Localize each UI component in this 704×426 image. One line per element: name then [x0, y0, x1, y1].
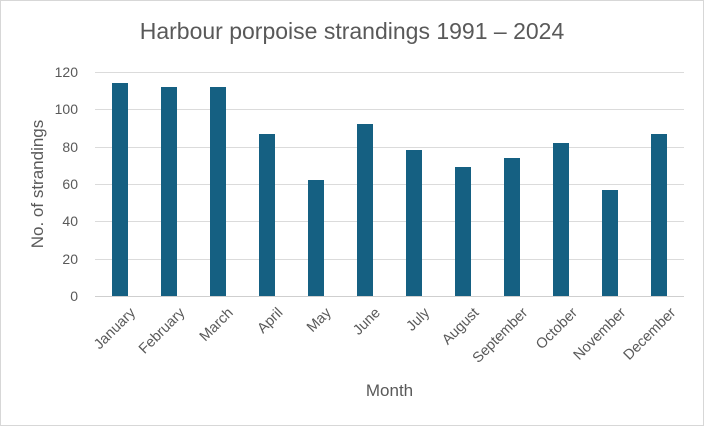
x-tick-label-june: June — [350, 305, 385, 339]
y-tick-label-120: 120 — [54, 64, 78, 80]
y-tick-label-40: 40 — [62, 213, 78, 230]
bar-november — [602, 189, 619, 296]
y-tick-label-20: 20 — [62, 250, 78, 267]
gridline-60 — [95, 184, 684, 185]
bar-slot-august: August — [439, 72, 488, 348]
bar-slot-july: July — [389, 72, 438, 335]
bar-slot-may: May — [291, 72, 340, 336]
y-tick-label-100: 100 — [54, 101, 78, 118]
bar-august — [455, 167, 472, 296]
gridline-40 — [95, 221, 684, 223]
bar-slot-june: June — [340, 72, 389, 339]
x-tick-label-august: August — [439, 305, 483, 349]
gridline-20 — [95, 258, 684, 260]
gridline-80 — [95, 146, 684, 148]
x-axis-title: Month — [365, 381, 414, 400]
y-tick-label-80: 80 — [62, 138, 78, 155]
bar-may — [307, 180, 324, 296]
x-tick-label-april: April — [254, 305, 287, 337]
bar-june — [356, 124, 373, 296]
bar-september — [504, 157, 521, 296]
y-tick-label-60: 60 — [62, 176, 78, 192]
x-tick-label-october: October — [532, 305, 581, 353]
bar-july — [406, 150, 422, 296]
gridline-100 — [95, 109, 684, 111]
bar-december — [651, 133, 668, 296]
x-tick-label-july: July — [403, 305, 434, 335]
bar-series: January February March April May June July Augu… — [91, 72, 684, 366]
bar-slot-january: January — [91, 72, 144, 353]
bar-march — [209, 86, 226, 296]
bar-october — [553, 142, 570, 296]
x-tick-label-march: March — [197, 305, 238, 345]
bar-slot-november: November — [571, 72, 635, 364]
plot-area: January February March April May June July Augu… — [91, 72, 684, 366]
bar-april — [258, 133, 275, 296]
gridline-120 — [95, 72, 684, 73]
bar-slot-october: October — [533, 72, 586, 353]
y-axis-tick-labels: 0 20 40 60 80 100 120 — [1, 64, 95, 304]
bar-slot-april: April — [242, 72, 291, 337]
x-tick-label-february: February — [135, 305, 188, 358]
bar-february — [160, 86, 177, 296]
x-tick-label-january: January — [91, 305, 139, 353]
chart-title: Harbour porpoise strandings 1991 – 2024 — [139, 18, 565, 44]
bar-slot-march: March — [193, 72, 242, 345]
bar-slot-february: February — [136, 72, 193, 357]
y-tick-label-0: 0 — [70, 288, 78, 304]
x-tick-label-december: December — [620, 305, 679, 364]
bar-slot-december: December — [620, 72, 684, 364]
bar-january — [111, 83, 128, 296]
x-tick-label-may: May — [304, 305, 336, 336]
bar-slot-september: September — [470, 72, 537, 366]
